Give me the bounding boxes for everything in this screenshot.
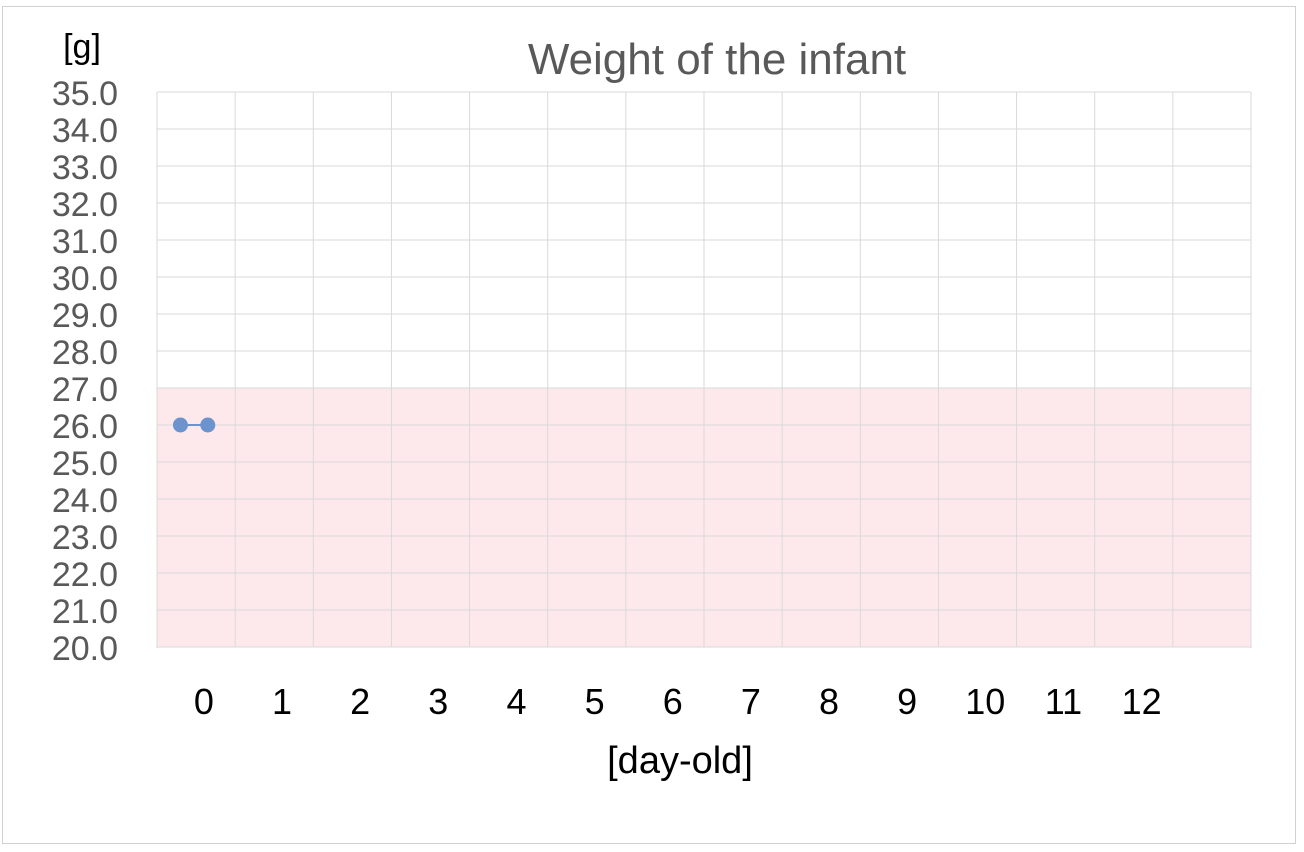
y-tick-label: 21.0 xyxy=(52,593,118,631)
x-tick-label: 11 xyxy=(1045,681,1082,722)
x-tick-label: 3 xyxy=(428,681,448,722)
x-tick-label: 4 xyxy=(506,681,526,722)
x-tick-label: 5 xyxy=(585,681,605,722)
chart-title: Weight of the infant xyxy=(528,35,906,84)
y-tick-label: 27.0 xyxy=(52,371,118,409)
y-tick-label: 34.0 xyxy=(52,112,118,150)
y-tick-label: 29.0 xyxy=(52,297,118,335)
x-axis-label: [day-old] xyxy=(607,740,753,782)
x-tick-label: 7 xyxy=(741,681,761,722)
x-tick-label: 10 xyxy=(965,681,1005,722)
y-tick-label: 33.0 xyxy=(52,149,118,187)
y-tick-label: 22.0 xyxy=(52,556,118,594)
y-tick-label: 28.0 xyxy=(52,334,118,372)
data-point xyxy=(200,417,216,433)
y-axis-label: [g] xyxy=(63,28,101,66)
x-tick-label: 9 xyxy=(897,681,917,722)
y-tick-label: 23.0 xyxy=(52,519,118,557)
y-tick-label: 20.0 xyxy=(52,630,118,668)
y-tick-label: 26.0 xyxy=(52,408,118,446)
plot-area: 20.021.022.023.024.025.026.027.028.029.0… xyxy=(52,75,1252,722)
y-tick-label: 35.0 xyxy=(52,75,118,113)
y-tick-label: 31.0 xyxy=(52,223,118,261)
x-tick-label: 6 xyxy=(663,681,683,722)
x-tick-label: 1 xyxy=(272,681,292,722)
y-tick-label: 24.0 xyxy=(52,482,118,520)
y-tick-label: 25.0 xyxy=(52,445,118,483)
x-tick-label: 2 xyxy=(350,681,370,722)
data-point xyxy=(172,417,188,433)
x-tick-label: 0 xyxy=(194,681,214,722)
y-tick-label: 32.0 xyxy=(52,186,118,224)
y-tick-label: 30.0 xyxy=(52,260,118,298)
x-tick-label: 12 xyxy=(1122,681,1162,722)
x-tick-label: 8 xyxy=(819,681,839,722)
